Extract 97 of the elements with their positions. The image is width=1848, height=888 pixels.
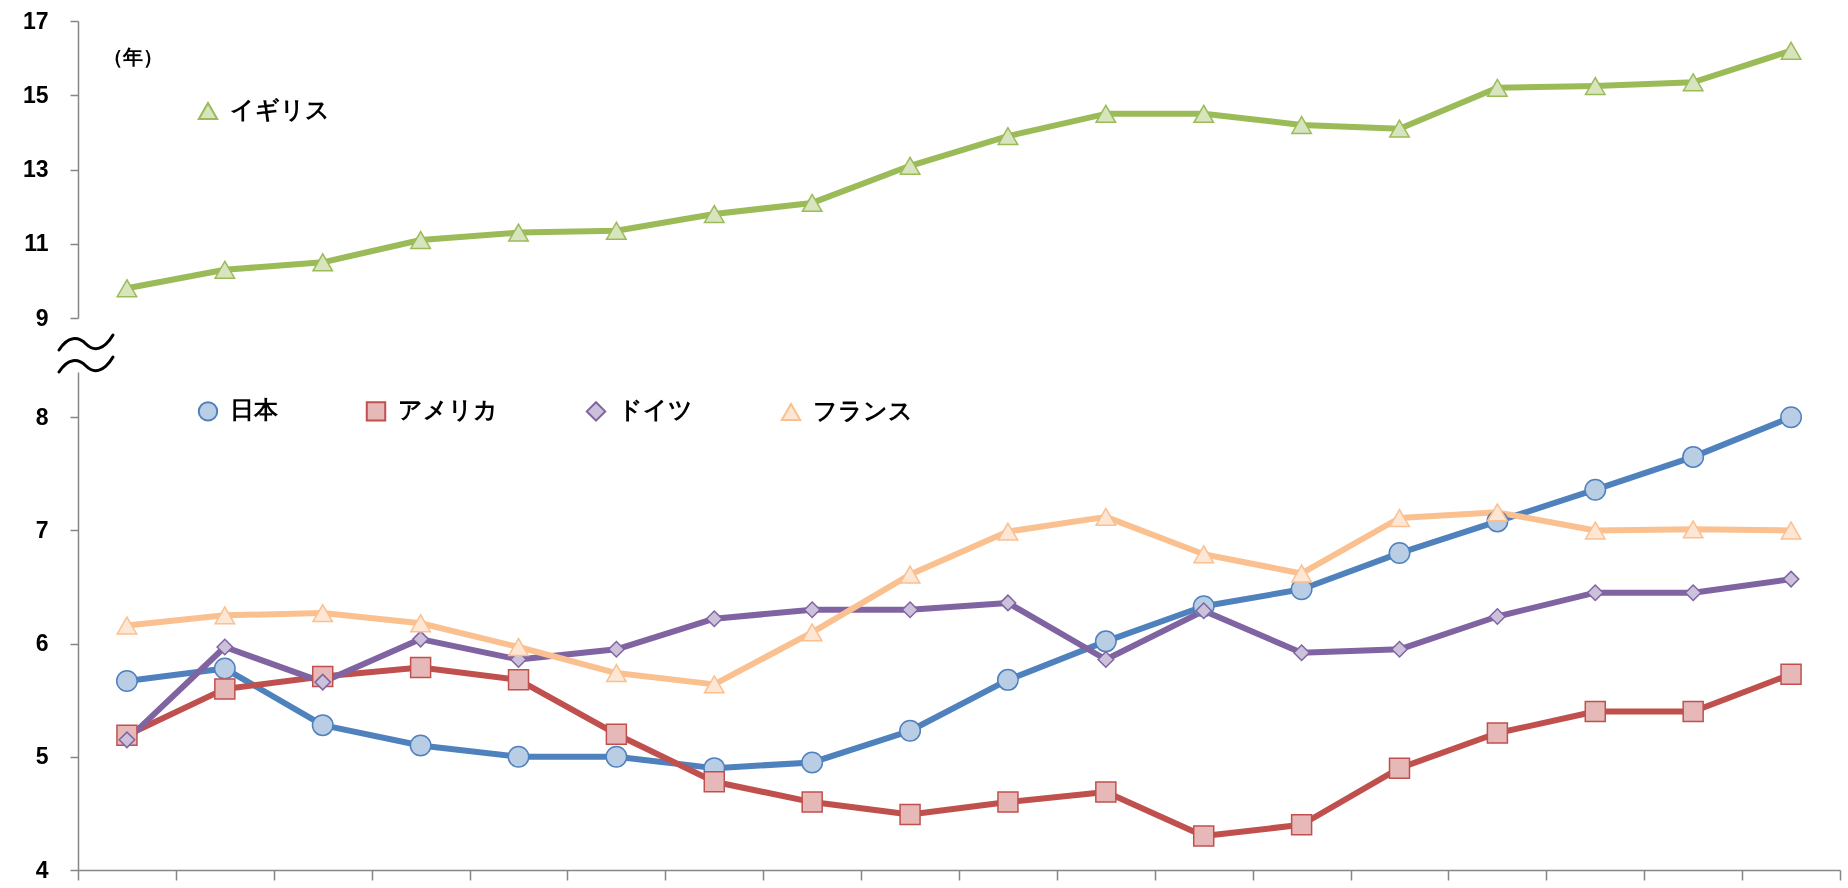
point bbox=[1291, 115, 1313, 135]
point bbox=[508, 637, 529, 657]
legend-label: 日本 bbox=[230, 396, 279, 424]
point bbox=[1486, 503, 1508, 522]
point bbox=[1584, 76, 1606, 96]
point bbox=[1193, 545, 1215, 564]
point bbox=[1782, 570, 1800, 588]
point bbox=[1780, 406, 1803, 429]
legend-label: アメリカ bbox=[398, 396, 498, 424]
point bbox=[605, 663, 627, 683]
point bbox=[899, 803, 921, 826]
point bbox=[118, 731, 136, 749]
point bbox=[1486, 78, 1508, 98]
legend-label: フランス bbox=[813, 397, 913, 424]
y-tick-label: 8 bbox=[35, 403, 49, 430]
y-tick-label: 11 bbox=[24, 230, 49, 257]
point bbox=[116, 616, 138, 635]
point bbox=[997, 791, 1019, 813]
point bbox=[409, 734, 432, 757]
point bbox=[1584, 700, 1607, 723]
point bbox=[703, 204, 725, 224]
point bbox=[996, 668, 1019, 691]
point bbox=[214, 678, 236, 700]
point bbox=[1682, 445, 1705, 468]
point bbox=[1094, 630, 1117, 653]
point bbox=[1097, 650, 1115, 668]
point bbox=[116, 279, 138, 298]
point bbox=[1293, 644, 1311, 662]
point bbox=[801, 193, 823, 213]
point bbox=[607, 640, 625, 658]
point bbox=[801, 623, 823, 642]
point bbox=[1291, 564, 1313, 583]
point bbox=[1584, 521, 1606, 540]
y-tick-label: 13 bbox=[22, 156, 49, 182]
point bbox=[312, 253, 334, 272]
point bbox=[605, 745, 628, 768]
point bbox=[999, 594, 1017, 612]
point bbox=[1780, 521, 1802, 540]
point bbox=[311, 714, 334, 737]
point bbox=[412, 630, 430, 648]
point bbox=[1486, 722, 1509, 744]
point bbox=[410, 614, 432, 633]
point bbox=[899, 565, 921, 584]
point bbox=[997, 522, 1019, 541]
y-tick-label: 5 bbox=[35, 743, 49, 770]
point bbox=[214, 606, 236, 625]
point bbox=[1780, 41, 1802, 60]
point bbox=[605, 221, 627, 240]
legend-label: イギリス bbox=[230, 96, 330, 123]
point bbox=[410, 230, 432, 250]
point bbox=[409, 656, 432, 679]
point bbox=[216, 638, 234, 656]
y-tick-label: 9 bbox=[35, 304, 49, 331]
point bbox=[115, 670, 138, 692]
point bbox=[1388, 542, 1411, 565]
point bbox=[1682, 520, 1704, 539]
point bbox=[605, 723, 628, 745]
point bbox=[703, 770, 726, 793]
point bbox=[1584, 478, 1607, 501]
legend-label: ドイツ bbox=[618, 396, 693, 424]
point bbox=[1095, 104, 1117, 123]
point bbox=[1682, 73, 1704, 92]
point bbox=[214, 260, 236, 279]
point bbox=[901, 601, 919, 619]
point bbox=[507, 669, 530, 691]
point bbox=[1095, 507, 1117, 527]
y-tick-label: 17 bbox=[22, 7, 49, 34]
point bbox=[1388, 757, 1411, 779]
point bbox=[801, 751, 824, 774]
point bbox=[1389, 508, 1410, 528]
point bbox=[1586, 584, 1604, 602]
y-tick-label: 4 bbox=[35, 856, 49, 883]
point bbox=[1780, 663, 1802, 685]
y-tick-label: 7 bbox=[35, 516, 49, 543]
point bbox=[507, 745, 530, 768]
point bbox=[705, 610, 723, 628]
point bbox=[1684, 584, 1702, 602]
point bbox=[312, 603, 334, 623]
y-tick-label: 6 bbox=[35, 630, 49, 657]
point bbox=[997, 126, 1019, 146]
point bbox=[703, 675, 725, 694]
point bbox=[1192, 825, 1215, 847]
point bbox=[803, 601, 821, 619]
point bbox=[1682, 700, 1704, 723]
point bbox=[213, 657, 236, 680]
point bbox=[508, 223, 529, 242]
y-tick-label: 15 bbox=[22, 81, 49, 108]
point bbox=[899, 719, 922, 742]
y-axis-title: （年） bbox=[102, 45, 163, 68]
point bbox=[1389, 119, 1410, 138]
point bbox=[1193, 104, 1215, 123]
point bbox=[899, 156, 921, 175]
point bbox=[1391, 640, 1408, 658]
point bbox=[801, 791, 823, 813]
point bbox=[1095, 781, 1117, 803]
point bbox=[1488, 607, 1506, 625]
point bbox=[1290, 813, 1313, 836]
